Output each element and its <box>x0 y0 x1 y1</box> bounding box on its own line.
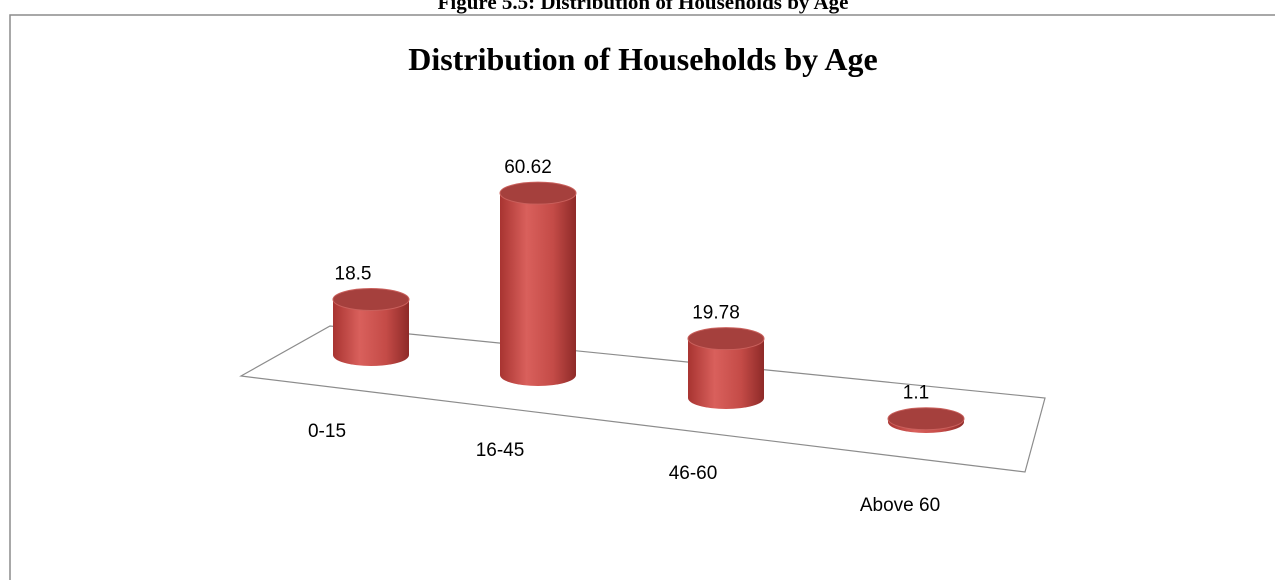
x-tick-label: 46-60 <box>669 463 718 484</box>
chart-title: Distribution of Households by Age <box>408 41 877 77</box>
x-tick-label: Above 60 <box>860 495 940 516</box>
x-tick-label: 16-45 <box>476 440 525 461</box>
bar <box>333 299 409 366</box>
bar-top <box>332 288 410 311</box>
bar-top <box>687 327 765 351</box>
data-label: 60.62 <box>504 157 552 178</box>
x-tick-label: 0-15 <box>308 421 346 442</box>
bar <box>688 338 764 409</box>
data-label: 19.78 <box>692 303 740 324</box>
floor <box>239 325 1046 473</box>
data-label: 1.1 <box>903 383 929 404</box>
bar-top <box>887 407 965 431</box>
bar <box>500 193 576 386</box>
caption: Figure 5.5: Distribution of Households b… <box>438 0 849 14</box>
bar-top <box>499 181 577 205</box>
data-label: 18.5 <box>335 264 372 285</box>
chart-border <box>9 14 1275 580</box>
